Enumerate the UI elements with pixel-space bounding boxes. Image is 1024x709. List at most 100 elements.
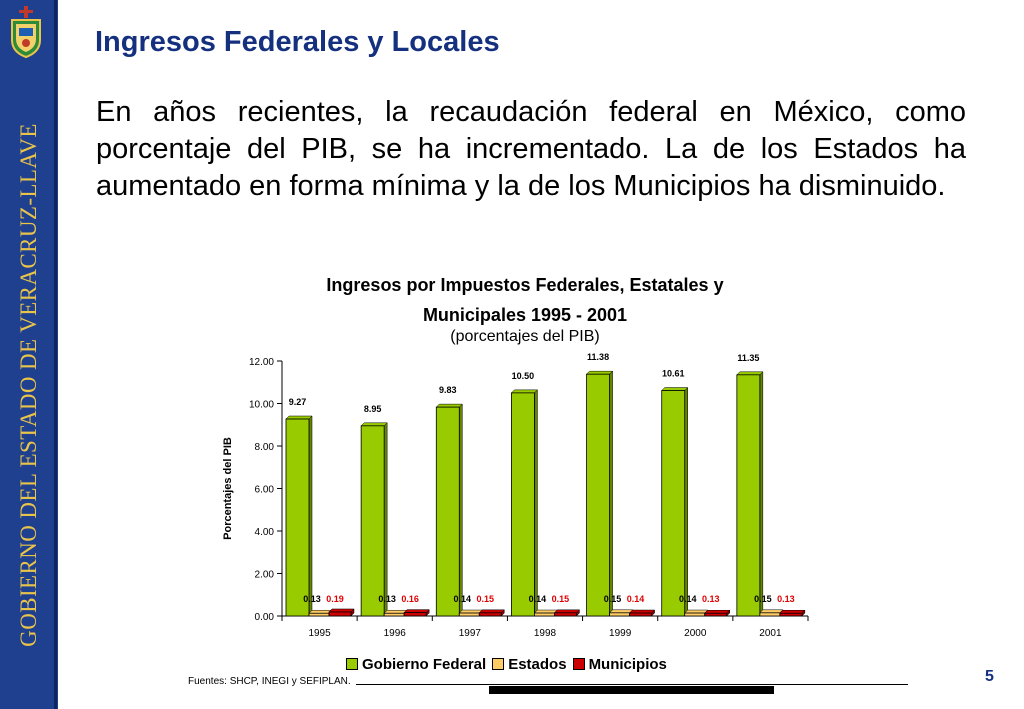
data-label-estados: 0.13: [303, 594, 321, 604]
bar-estados: [458, 612, 480, 617]
data-label-municipios: 0.13: [777, 594, 795, 604]
bar-top-municipios: [478, 609, 505, 614]
bar-top-gobierno-federal: [435, 403, 463, 408]
data-label-gobierno-federal: 11.38: [587, 352, 609, 362]
data-label-municipios: 0.14: [627, 594, 645, 604]
data-label-municipios: 0.13: [702, 594, 720, 604]
bar-side-gobierno-federal: [609, 370, 613, 617]
legend-swatch-gobierno: [346, 658, 358, 670]
data-label-estados: 0.14: [454, 594, 472, 604]
bar-estados: [308, 612, 330, 617]
x-tick-label: 1999: [609, 628, 632, 639]
y-tick-label: 0.00: [255, 612, 275, 623]
bar-top-estados: [308, 609, 333, 614]
bar-municipios: [704, 612, 728, 617]
y-axis-label: Porcentajes del PIB: [222, 437, 234, 540]
bar-gobierno-federal: [435, 406, 460, 617]
chart-title: Ingresos por Impuestos Federales, Estata…: [220, 270, 830, 330]
bar-top-gobierno-federal: [360, 422, 388, 427]
bar-gobierno-federal: [285, 418, 310, 617]
x-tick-label: 1998: [534, 628, 557, 639]
bar-estados: [534, 612, 555, 617]
data-label-municipios: 0.15: [477, 594, 495, 604]
x-tick-label: 1996: [384, 628, 407, 639]
data-label-estados: 0.13: [378, 594, 396, 604]
bar-municipios: [629, 612, 652, 617]
x-tick-label: 2001: [759, 628, 782, 639]
legend-item-gobierno: Gobierno Federal: [346, 656, 486, 673]
bar-top-estados: [608, 609, 634, 614]
bar-top-municipios: [328, 608, 355, 613]
data-label-estados: 0.15: [604, 594, 622, 604]
bar-top-gobierno-federal: [736, 371, 764, 376]
bar-side-gobierno-federal: [459, 403, 463, 617]
bar-side-gobierno-federal: [308, 415, 313, 617]
bar-top-estados: [458, 609, 483, 614]
y-tick-label: 8.00: [255, 442, 275, 453]
y-tick-label: 10.00: [249, 400, 274, 411]
bar-side-gobierno-federal: [759, 371, 764, 617]
bar-top-estados: [759, 609, 784, 614]
legend-swatch-municipios: [572, 658, 585, 670]
intro-paragraph: En años recientes, la recaudación federa…: [96, 96, 966, 202]
legend-label-municipios: Municipios: [588, 655, 667, 673]
bar-municipios: [403, 612, 427, 617]
bar-top-estados: [684, 609, 709, 614]
bar-top-gobierno-federal: [510, 389, 539, 394]
bar-estados: [383, 612, 405, 617]
bar-gobierno-federal: [736, 374, 761, 617]
slide-title: Ingresos Federales y Locales: [95, 26, 500, 58]
data-label-gobierno-federal: 10.61: [662, 369, 685, 379]
data-label-estados: 0.14: [679, 594, 697, 604]
data-label-gobierno-federal: 9.27: [289, 397, 307, 407]
bar-estados: [684, 612, 706, 617]
bar-municipios: [328, 611, 352, 617]
bar-top-municipios: [704, 609, 731, 614]
bar-gobierno-federal: [511, 392, 535, 617]
sidebar: GOBIERNO DEL ESTADO DE VERACRUZ-LLAVE: [0, 0, 58, 709]
bar-gobierno-federal: [586, 373, 610, 617]
chart-subtitle: (porcentajes del PIB): [450, 328, 600, 345]
legend-item-municipios: Municipios: [572, 655, 667, 673]
bar-top-gobierno-federal: [585, 370, 614, 375]
y-tick-label: 6.00: [255, 485, 275, 496]
bar-top-gobierno-federal: [661, 387, 689, 391]
y-tick-label: 12.00: [249, 357, 274, 368]
bar-top-municipios: [403, 609, 430, 613]
y-tick-label: 2.00: [255, 570, 275, 581]
y-tick-label: 4.00: [255, 527, 275, 538]
sidebar-divider: [54, 0, 57, 709]
bar-gobierno-federal: [661, 390, 686, 617]
footer-rule: [356, 684, 908, 685]
bar-top-municipios: [779, 609, 806, 614]
legend-label-gobierno: Gobierno Federal: [362, 655, 487, 673]
data-label-estados: 0.15: [754, 594, 772, 604]
bar-gobierno-federal: [360, 425, 385, 617]
bar-municipios: [478, 612, 502, 617]
x-tick-label: 1995: [308, 628, 331, 639]
footer-bar: [489, 686, 774, 694]
x-tick-label: 1997: [459, 628, 482, 639]
bar-side-gobierno-federal: [383, 422, 388, 617]
data-label-municipios: 0.19: [326, 594, 344, 604]
chart-title-line-2: Municipales 1995 - 2001: [422, 305, 628, 325]
bar-top-municipios: [628, 609, 656, 614]
bar-municipios: [554, 612, 577, 617]
bar-estados: [609, 612, 630, 617]
bar-side-gobierno-federal: [534, 389, 538, 617]
data-label-municipios: 0.16: [401, 594, 419, 604]
data-label-municipios: 0.15: [552, 594, 570, 604]
data-label-estados: 0.14: [529, 594, 547, 604]
data-label-gobierno-federal: 11.35: [737, 353, 759, 363]
sources-note: Fuentes: SHCP, INEGI y SEFIPLAN.: [188, 676, 351, 687]
legend-swatch-estados: [492, 658, 505, 670]
state-coat-of-arms-icon: [11, 6, 41, 58]
page-number: 5: [985, 668, 994, 685]
bar-estados: [759, 612, 781, 617]
legend-label-estados: Estados: [508, 655, 567, 673]
data-label-gobierno-federal: 9.83: [439, 385, 457, 395]
bar-top-municipios: [553, 609, 581, 614]
data-label-gobierno-federal: 8.95: [364, 404, 382, 414]
chart-legend: Gobierno Federal Estados Municipios: [346, 655, 667, 673]
